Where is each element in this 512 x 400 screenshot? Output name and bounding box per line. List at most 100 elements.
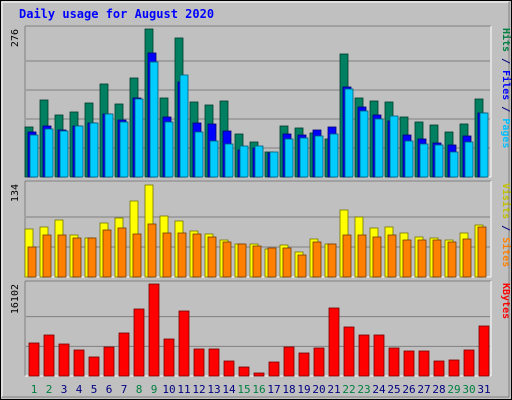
panel-middle: 134 Visits / Sites: [10, 180, 512, 278]
x-tick-label: 28: [432, 383, 445, 396]
chart-panels: 276 Hits / Files / Pages 134 Visits / Sites…: [10, 25, 512, 377]
x-tick-label: 7: [121, 383, 128, 396]
bar-kbytes: [208, 348, 220, 377]
bar-sites: [162, 232, 172, 278]
panel-bottom: 16102 KBytes: [10, 280, 511, 377]
bar-sites: [102, 229, 112, 278]
bar-kbytes: [58, 343, 70, 377]
bar-pages: [224, 143, 234, 178]
bar-pages: [329, 133, 339, 178]
x-tick-label: 10: [162, 383, 175, 396]
bar-pages: [389, 115, 399, 178]
bar-pages: [179, 74, 189, 178]
legend-entry: /: [500, 100, 511, 118]
x-tick-label: 26: [402, 383, 415, 396]
series-legend: Hits / Files / Pages: [500, 28, 512, 148]
x-tick-label: 9: [151, 383, 158, 396]
bar-sites: [342, 234, 352, 278]
bar-kbytes: [163, 338, 175, 377]
x-tick-label: 29: [447, 383, 460, 396]
legend-entry: /: [500, 52, 511, 70]
x-tick-label: 20: [312, 383, 325, 396]
bar-sites: [87, 237, 97, 278]
bar-sites: [417, 239, 427, 278]
legend-entry: /: [500, 219, 511, 237]
bar-kbytes: [133, 308, 145, 377]
bar-pages: [119, 121, 129, 178]
x-tick-label: 31: [477, 383, 490, 396]
panel-top: 276 Hits / Files / Pages: [10, 25, 512, 178]
x-tick-label: 22: [342, 383, 355, 396]
bar-pages: [149, 61, 159, 178]
bar-sites: [372, 236, 382, 278]
bar-pages: [59, 130, 69, 178]
bar-pages: [29, 134, 39, 178]
bar-sites: [447, 241, 457, 278]
bar-kbytes: [178, 310, 190, 377]
bar-pages: [194, 131, 204, 178]
bar-kbytes: [73, 349, 85, 377]
x-tick-label: 19: [297, 383, 310, 396]
series-legend: KBytes: [500, 283, 511, 319]
series-kbytes: [28, 283, 490, 377]
bar-sites: [147, 223, 157, 278]
bar-kbytes: [328, 307, 340, 377]
x-tick-label: 12: [192, 383, 205, 396]
x-tick-label: 4: [76, 383, 83, 396]
bar-sites: [312, 241, 322, 278]
bar-sites: [237, 243, 247, 278]
x-tick-label: 15: [237, 383, 250, 396]
bar-kbytes: [268, 361, 280, 377]
bar-pages: [434, 144, 444, 178]
bar-kbytes: [418, 350, 430, 377]
bar-pages: [239, 145, 249, 178]
bar-pages: [359, 110, 369, 178]
bar-kbytes: [298, 352, 310, 377]
bar-pages: [449, 151, 459, 178]
legend-entry: Visits: [500, 183, 512, 219]
bar-pages: [299, 137, 309, 178]
bar-sites: [207, 236, 217, 278]
bar-kbytes: [433, 360, 445, 377]
x-tick-label: 3: [61, 383, 68, 396]
bar-sites: [192, 233, 202, 278]
bar-kbytes: [403, 350, 415, 377]
x-tick-label: 18: [282, 383, 295, 396]
bar-kbytes: [283, 346, 295, 377]
bar-pages: [314, 135, 324, 178]
bar-pages: [89, 122, 99, 178]
legend-entry: Files: [500, 70, 512, 100]
legend-entry: Hits: [500, 28, 512, 52]
bar-pages: [104, 113, 114, 178]
bar-kbytes: [103, 346, 115, 377]
bar-pages: [74, 125, 84, 178]
bar-kbytes: [118, 332, 130, 377]
x-tick-label: 2: [46, 383, 53, 396]
x-tick-label: 14: [222, 383, 236, 396]
bar-sites: [57, 234, 67, 278]
x-tick-label: 21: [327, 383, 340, 396]
bar-sites: [387, 234, 397, 278]
bar-sites: [117, 227, 127, 278]
legend-entry: Sites: [500, 237, 512, 267]
bar-sites: [27, 246, 37, 278]
bar-sites: [297, 254, 307, 278]
bar-kbytes: [448, 359, 460, 377]
bar-pages: [284, 138, 294, 178]
bar-sites: [252, 245, 262, 278]
x-tick-label: 11: [177, 383, 190, 396]
chart-title: Daily usage for August 2020: [19, 7, 214, 21]
bar-kbytes: [388, 347, 400, 377]
bar-pages: [134, 98, 144, 178]
series-sites: [27, 223, 487, 278]
bar-kbytes: [358, 334, 370, 377]
x-tick-label: 24: [372, 383, 386, 396]
bar-sites: [132, 233, 142, 278]
bar-kbytes: [193, 348, 205, 377]
bar-kbytes: [88, 356, 100, 377]
y-max-label: 276: [10, 29, 21, 47]
bar-kbytes: [148, 283, 160, 377]
bar-sites: [432, 239, 442, 278]
bar-kbytes: [253, 372, 265, 377]
